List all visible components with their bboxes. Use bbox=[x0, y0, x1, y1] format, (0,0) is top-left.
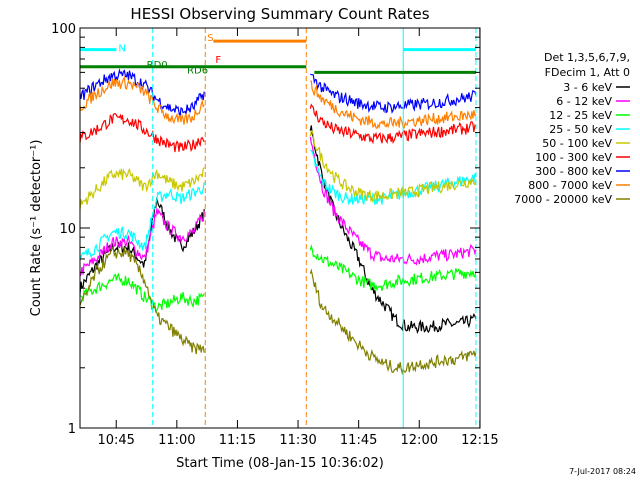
x-tick-label-4: 11:45 bbox=[340, 433, 377, 448]
legend-label-4: 50 - 100 keV bbox=[542, 137, 612, 150]
series-line-3 bbox=[309, 149, 477, 206]
x-axis-label: Start Time (08-Jan-15 10:36:02) bbox=[176, 456, 384, 471]
marker-label-2: RD0 bbox=[147, 60, 168, 71]
chart-title: HESSI Observing Summary Count Rates bbox=[130, 5, 429, 23]
legend-header-line-2: FDecim 1, Att 0 bbox=[545, 66, 630, 79]
series-line-8 bbox=[79, 246, 205, 355]
legend-label-1: 6 - 12 keV bbox=[556, 95, 612, 108]
data-layer bbox=[79, 68, 477, 376]
series-line-7 bbox=[79, 75, 205, 125]
series-line-2 bbox=[79, 272, 205, 314]
marker-label-3: RD6 bbox=[187, 66, 208, 77]
y-tick-label-0: 1 bbox=[68, 422, 76, 437]
x-tick-label-1: 11:00 bbox=[158, 433, 195, 448]
axis-layer: 10:45 11:00 11:15 11:30 11:45 12:00 12:15 1 10 10… bbox=[51, 22, 498, 448]
x-tick-label-0: 10:45 bbox=[97, 433, 134, 448]
x-tick-label-2: 11:15 bbox=[219, 433, 256, 448]
y-tick-label-1: 10 bbox=[59, 222, 76, 237]
series-line-5 bbox=[309, 103, 477, 145]
y-tick-label-2: 100 bbox=[51, 22, 76, 37]
series-line-2 bbox=[309, 243, 477, 292]
x-tick-label-3: 11:30 bbox=[279, 433, 316, 448]
series-line-4 bbox=[79, 167, 205, 210]
series-line-8 bbox=[309, 268, 477, 376]
legend-label-3: 25 - 50 keV bbox=[549, 123, 612, 136]
series-line-3 bbox=[79, 182, 205, 260]
series-line-7 bbox=[310, 80, 477, 130]
legend-label-8: 7000 - 20000 keV bbox=[514, 193, 612, 206]
series-line-5 bbox=[79, 113, 205, 153]
legend-label-7: 800 - 7000 keV bbox=[528, 179, 612, 192]
marker-label-1: S bbox=[207, 33, 213, 44]
legend-label-5: 100 - 300 keV bbox=[535, 151, 612, 164]
legend-header-line-1: Det 1,3,5,6,7,9, bbox=[544, 51, 630, 64]
legend-label-2: 12 - 25 keV bbox=[549, 109, 612, 122]
legend: Det 1,3,5,6,7,9, FDecim 1, Att 0 3 - 6 k… bbox=[514, 51, 630, 206]
x-tick-label-6: 12:15 bbox=[461, 433, 498, 448]
series-line-1 bbox=[79, 208, 205, 277]
legend-label-0: 3 - 6 keV bbox=[563, 81, 612, 94]
series-line-0 bbox=[79, 197, 205, 295]
y-axis-label: Count Rate (s⁻¹ detector⁻¹) bbox=[29, 140, 44, 317]
series-line-6 bbox=[310, 73, 477, 114]
series-line-4 bbox=[309, 129, 477, 204]
series-line-1 bbox=[309, 136, 477, 266]
legend-label-6: 300 - 800 keV bbox=[535, 165, 612, 178]
marker-label-4: F bbox=[215, 55, 221, 66]
footer-date: 7-Jul-2017 08:24 bbox=[569, 467, 636, 476]
series-line-0 bbox=[309, 125, 477, 334]
marker-label-0: N bbox=[118, 43, 125, 54]
x-tick-label-5: 12:00 bbox=[401, 433, 438, 448]
